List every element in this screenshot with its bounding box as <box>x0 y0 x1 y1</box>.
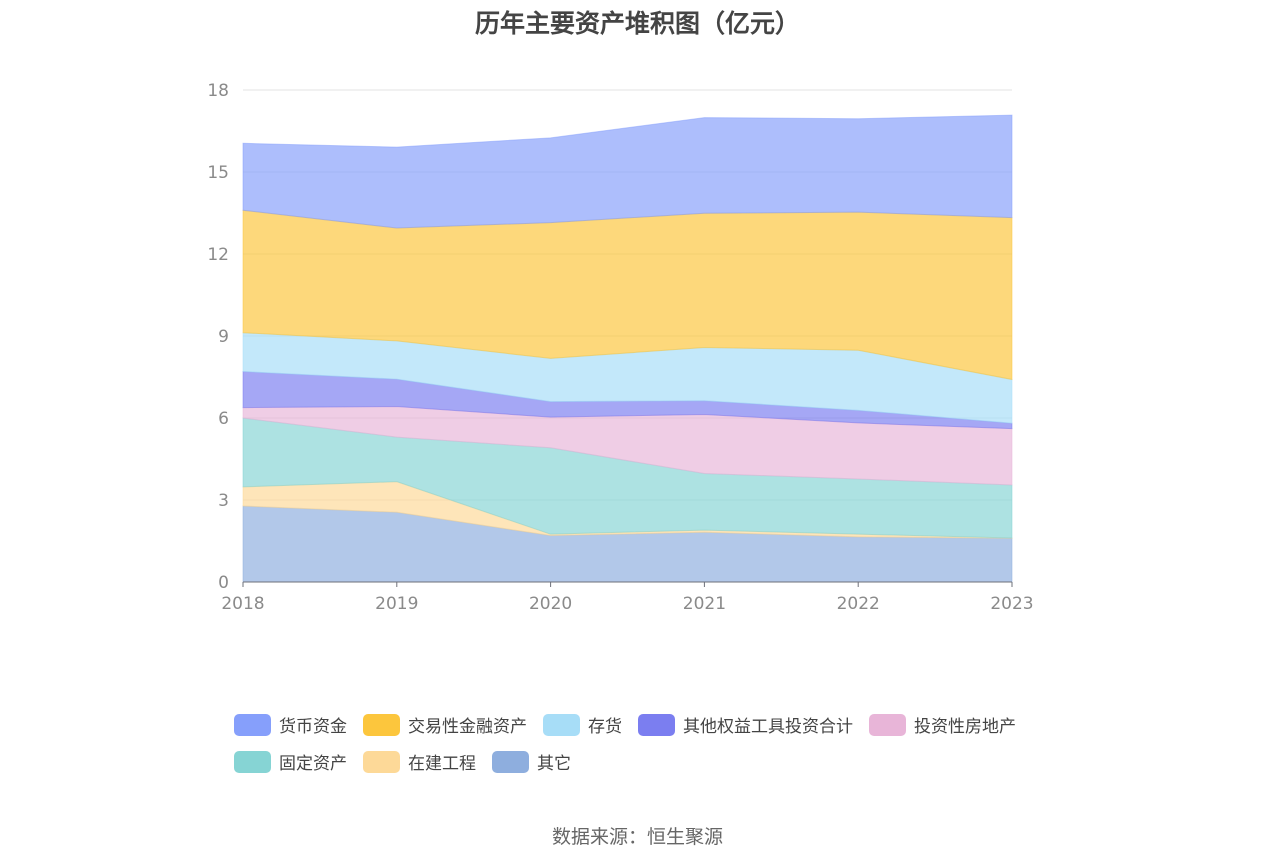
legend-label: 货币资金 <box>279 717 347 737</box>
legend-swatch <box>234 713 271 736</box>
data-source: 数据来源：恒生聚源 <box>551 826 723 848</box>
legend-item[interactable]: 在建工程 <box>363 749 476 774</box>
x-tick-label: 2020 <box>529 594 572 614</box>
y-tick-label: 9 <box>218 327 229 347</box>
legend-item[interactable]: 固定资产 <box>234 749 347 774</box>
x-tick-label: 2021 <box>683 594 726 614</box>
legend-label: 投资性房地产 <box>914 717 1016 737</box>
legend-item[interactable]: 货币资金 <box>234 712 347 737</box>
legend-label: 其它 <box>537 754 571 774</box>
x-tick-label: 2022 <box>837 594 880 614</box>
legend-item[interactable]: 其它 <box>492 749 571 774</box>
y-tick-label: 15 <box>207 163 229 183</box>
legend-item[interactable]: 其他权益工具投资合计 <box>638 712 853 737</box>
legend-swatch <box>869 713 906 736</box>
x-tick-label: 2019 <box>375 594 418 614</box>
legend-item[interactable]: 交易性金融资产 <box>363 712 527 737</box>
legend-swatch <box>543 713 580 736</box>
chart-title: 历年主要资产堆积图（亿元） <box>474 9 800 38</box>
y-tick-label: 18 <box>207 81 229 101</box>
y-tick-label: 6 <box>218 409 229 429</box>
legend-row: 货币资金 交易性金融资产 存货 其他权益工具投资合计 投资性房地产 <box>234 706 1094 743</box>
legend-label: 交易性金融资产 <box>408 717 527 737</box>
legend-label: 存货 <box>588 717 622 737</box>
legend-item[interactable]: 存货 <box>543 712 622 737</box>
axes: 0 3 6 9 12 15 18 2018 2019 2020 2021 2022 2023 <box>207 81 1033 614</box>
y-tick-label: 3 <box>218 491 229 511</box>
legend-label: 其他权益工具投资合计 <box>683 717 853 737</box>
x-tick-label: 2023 <box>990 594 1033 614</box>
y-tick-label: 12 <box>207 245 229 265</box>
legend-swatch <box>363 713 400 736</box>
legend-item[interactable]: 投资性房地产 <box>869 712 1016 737</box>
legend-swatch <box>363 750 400 773</box>
legend-swatch <box>638 713 675 736</box>
legend: 货币资金 交易性金融资产 存货 其他权益工具投资合计 投资性房地产固定资产 在建工程 其它 <box>234 706 1094 780</box>
y-tick-label: 0 <box>218 573 229 593</box>
x-tick-label: 2018 <box>221 594 264 614</box>
legend-label: 固定资产 <box>279 754 347 774</box>
stacked-area-chart: 0 3 6 9 12 15 18 2018 2019 2020 2021 2022 2023 <box>207 81 1033 614</box>
area-series-货币资金 <box>242 114 1013 229</box>
legend-swatch <box>234 750 271 773</box>
legend-swatch <box>492 750 529 773</box>
legend-label: 在建工程 <box>408 754 476 774</box>
area-series <box>242 114 1013 583</box>
legend-row: 固定资产 在建工程 其它 <box>234 743 1094 780</box>
